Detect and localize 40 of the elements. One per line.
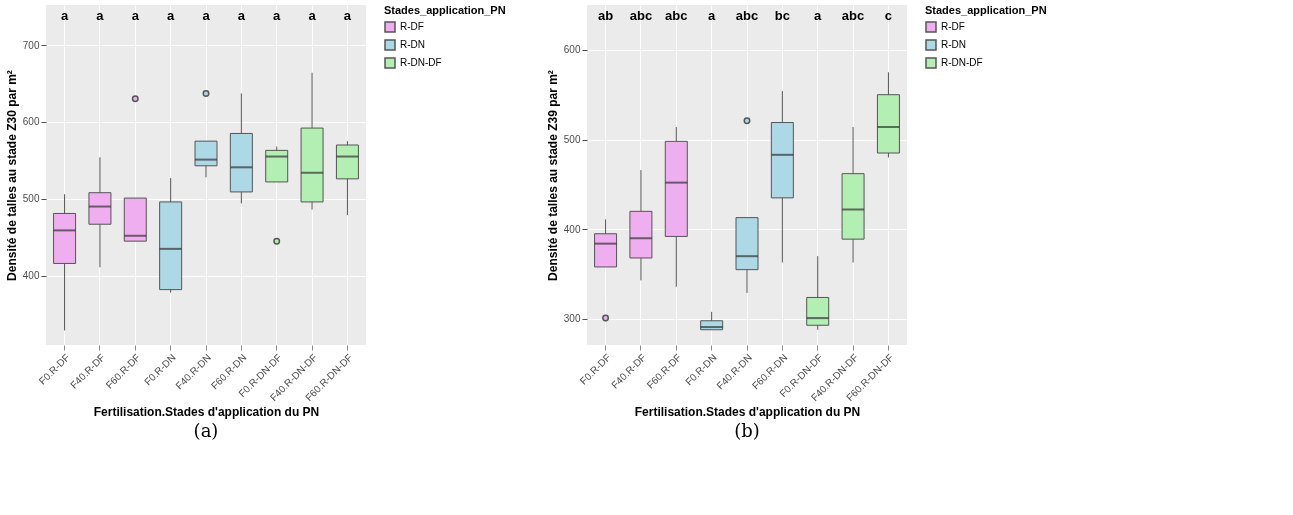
annotation: a bbox=[131, 8, 140, 23]
legend-label: R-DN-DF bbox=[941, 57, 983, 68]
y-tick-label: 700 bbox=[22, 39, 40, 51]
text: (a) bbox=[193, 420, 219, 441]
annotation: a bbox=[237, 8, 246, 23]
annotation: abc bbox=[629, 8, 653, 23]
annotation: a bbox=[96, 8, 105, 23]
y-axis-title: Densité de talles au stade Z39 par m² bbox=[545, 70, 560, 281]
y-tick-label: 600 bbox=[22, 116, 40, 128]
legend-label: R-DF bbox=[400, 21, 424, 32]
y-axis-title: Densité de talles au stade Z30 par m² bbox=[4, 70, 19, 281]
legend-title: Stades_application_PN bbox=[925, 4, 1047, 16]
y-tick-label: 500 bbox=[563, 134, 581, 146]
annotation: abc bbox=[665, 8, 688, 23]
annotation: a bbox=[708, 8, 717, 23]
legend-title: Stades_application_PN bbox=[384, 4, 506, 16]
y-tick-label: 400 bbox=[563, 223, 581, 235]
legend-label: R-DN bbox=[941, 39, 966, 50]
annotation: bc bbox=[774, 8, 790, 23]
annotation: a bbox=[202, 8, 211, 23]
text: (b) bbox=[734, 420, 760, 441]
y-tick-label: 400 bbox=[22, 270, 40, 282]
annotation: a bbox=[308, 8, 317, 23]
annotation: a bbox=[343, 8, 352, 23]
annotation: abc bbox=[735, 8, 759, 23]
y-tick-label: 300 bbox=[563, 313, 581, 325]
annotation: a bbox=[167, 8, 176, 23]
x-axis-title: Fertilisation.Stades d'application du PN bbox=[93, 405, 320, 420]
annotation: ab bbox=[597, 8, 614, 23]
y-tick-label: 600 bbox=[563, 44, 581, 56]
annotation: abc bbox=[841, 8, 865, 23]
annotation: a bbox=[60, 8, 69, 23]
x-axis-title: Fertilisation.Stades d'application du PN bbox=[634, 405, 861, 420]
legend-label: R-DN bbox=[400, 39, 425, 50]
annotation: a bbox=[273, 8, 282, 23]
annotation: a bbox=[814, 8, 823, 23]
legend-label: R-DF bbox=[941, 21, 965, 32]
annotation: c bbox=[884, 8, 893, 23]
y-tick-label: 500 bbox=[22, 193, 40, 205]
legend-label: R-DN-DF bbox=[400, 57, 442, 68]
